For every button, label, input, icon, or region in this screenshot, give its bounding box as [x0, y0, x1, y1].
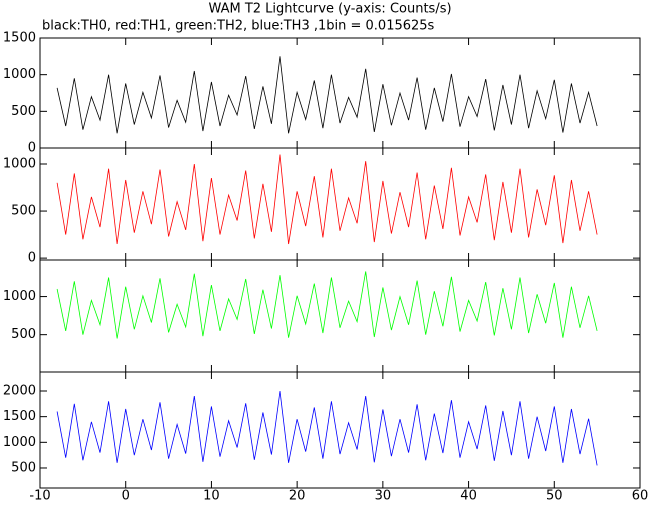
y-tick-label: 1000 [3, 157, 36, 172]
y-tick-label: 500 [11, 460, 36, 475]
y-tick-label: 0 [28, 251, 36, 266]
y-tick-label: 2000 [3, 383, 36, 398]
y-tick-label: 500 [11, 327, 36, 342]
x-tick-label: 50 [546, 489, 563, 504]
light-curve [56, 56, 598, 134]
y-tick-label: 1000 [3, 289, 36, 304]
x-tick-label: -10 [29, 489, 50, 504]
chart-subtitle: black:TH0, red:TH1, green:TH2, blue:TH3 … [42, 19, 435, 34]
y-tick-label: 1500 [3, 409, 36, 424]
panel-frame [39, 37, 641, 149]
panel-frame [39, 371, 641, 489]
panel-frame [39, 259, 641, 373]
light-curve [56, 390, 598, 466]
y-tick-label: 0 [28, 141, 36, 156]
x-tick-label: 0 [122, 489, 130, 504]
y-tick-label: 500 [11, 204, 36, 219]
y-tick-label: 1000 [3, 67, 36, 82]
x-tick-label: 60 [632, 489, 649, 504]
y-tick-label: 1500 [3, 31, 36, 46]
x-tick-label: 20 [289, 489, 306, 504]
y-tick-label: 500 [11, 104, 36, 119]
x-tick-label: 40 [460, 489, 477, 504]
y-tick-label: 1000 [3, 435, 36, 450]
light-curve [56, 271, 598, 339]
chart-title: WAM T2 Lightcurve (y-axis: Counts/s) [208, 2, 451, 17]
x-tick-label: 30 [375, 489, 392, 504]
light-curve [56, 154, 598, 245]
x-tick-label: 10 [203, 489, 220, 504]
